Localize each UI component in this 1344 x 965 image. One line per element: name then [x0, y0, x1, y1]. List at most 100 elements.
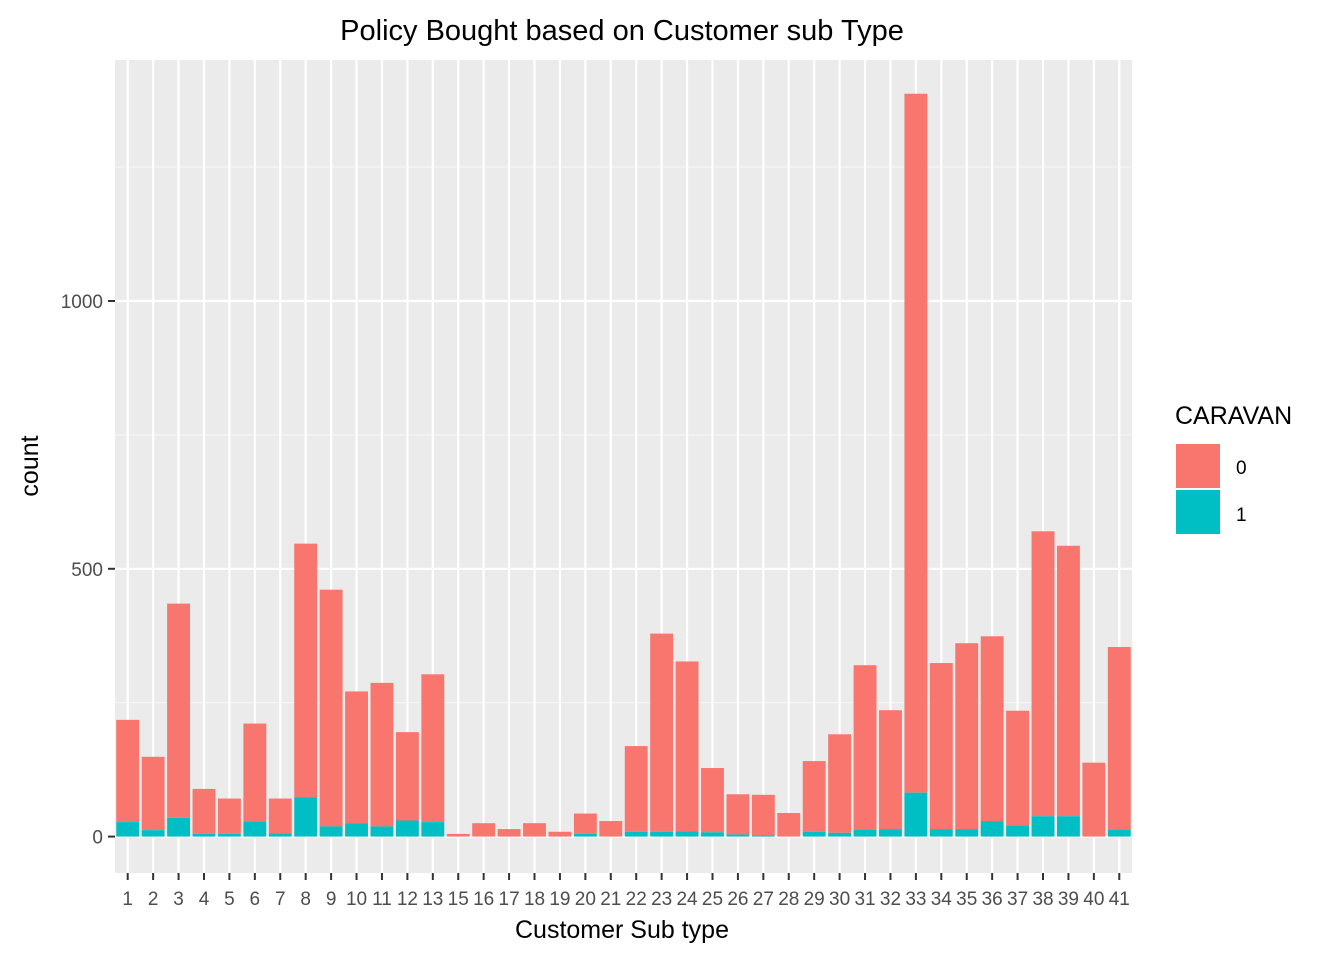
x-tick-label: 2	[148, 889, 159, 910]
bar-caravan-1	[141, 830, 165, 837]
x-tick-label: 15	[448, 889, 469, 910]
x-tick-label: 33	[905, 889, 926, 910]
bar-caravan-0	[472, 823, 496, 837]
bar-caravan-1	[802, 831, 826, 837]
bar-caravan-0	[370, 682, 394, 827]
bar-caravan-0	[192, 788, 216, 834]
x-tick-label: 8	[300, 889, 311, 910]
x-tick-label: 27	[753, 889, 774, 910]
x-tick-label: 6	[250, 889, 261, 910]
y-axis: 0 500 1000	[61, 292, 115, 849]
bar-caravan-0	[879, 710, 902, 830]
bar-caravan-1	[421, 822, 445, 837]
bar-caravan-0	[116, 719, 140, 823]
y-tick-label: 500	[71, 560, 103, 581]
bar-caravan-0	[1056, 545, 1080, 817]
x-tick-label: 5	[224, 889, 235, 910]
bar-caravan-0	[1082, 762, 1106, 837]
legend-label-0: 0	[1236, 458, 1247, 479]
bar-caravan-1	[726, 834, 750, 837]
bar-caravan-0	[217, 798, 241, 834]
bar-caravan-1	[1006, 825, 1030, 837]
x-tick-label: 39	[1058, 889, 1079, 910]
bar-caravan-0	[955, 643, 979, 830]
x-tick-label: 7	[275, 889, 286, 910]
bar-caravan-0	[268, 798, 292, 834]
bar-caravan-0	[650, 633, 674, 832]
legend-title: CARAVAN	[1175, 402, 1292, 430]
x-axis-title: Customer Sub type	[515, 916, 729, 944]
legend: CARAVAN 0 1	[1175, 402, 1292, 534]
bar-caravan-1	[370, 826, 394, 837]
bar-caravan-0	[446, 833, 470, 837]
bar-caravan-1	[1031, 816, 1055, 837]
legend-label-1: 1	[1236, 505, 1247, 526]
bar-caravan-0	[726, 794, 750, 835]
bar-caravan-1	[573, 833, 597, 837]
bar-caravan-1	[217, 833, 241, 837]
x-tick-label: 36	[982, 889, 1003, 910]
bar-caravan-0	[1006, 710, 1030, 826]
x-tick-label: 29	[804, 889, 825, 910]
bar-caravan-0	[395, 732, 419, 821]
bar-caravan-1	[1056, 816, 1080, 837]
bar-caravan-1	[980, 821, 1004, 837]
bar-caravan-0	[828, 734, 852, 833]
x-tick-label: 24	[676, 889, 698, 910]
bar-caravan-0	[929, 663, 953, 830]
x-tick-label: 17	[499, 889, 520, 910]
bar-caravan-0	[294, 543, 318, 798]
bar-caravan-1	[395, 820, 419, 837]
x-tick-label: 12	[397, 889, 418, 910]
bar-caravan-1	[904, 792, 928, 837]
bar-caravan-0	[802, 761, 826, 832]
x-tick-label: 41	[1109, 889, 1130, 910]
bar-caravan-0	[141, 756, 165, 831]
bars	[116, 93, 1131, 837]
bar-caravan-1	[650, 831, 674, 837]
x-tick-label: 23	[651, 889, 672, 910]
bar-caravan-0	[548, 831, 572, 837]
bar-caravan-0	[573, 813, 597, 834]
bar-caravan-0	[1031, 531, 1055, 817]
x-tick-label: 40	[1083, 889, 1104, 910]
bar-caravan-0	[701, 768, 724, 833]
bar-caravan-1	[751, 835, 775, 837]
x-tick-label: 20	[575, 889, 596, 910]
plot-panel	[115, 60, 1132, 873]
x-tick-label: 30	[829, 889, 850, 910]
x-tick-label: 37	[1007, 889, 1028, 910]
bar-caravan-1	[116, 822, 140, 837]
x-tick-label: 22	[626, 889, 647, 910]
bar-caravan-1	[624, 831, 648, 837]
x-tick-label: 38	[1032, 889, 1053, 910]
bar-caravan-1	[879, 829, 902, 837]
x-axis: 1 2 3 4 5 6 7 8 9 10 11 12 13 15 16 17 18 19 20 21 22 23 24 25 2…	[122, 873, 1130, 910]
bar-caravan-1	[1107, 829, 1131, 837]
x-tick-label: 19	[549, 889, 570, 910]
x-tick-label: 32	[880, 889, 901, 910]
bar-caravan-0	[319, 589, 343, 827]
bar-caravan-1	[243, 821, 267, 837]
bar-caravan-1	[828, 832, 852, 837]
x-tick-label: 34	[931, 889, 953, 910]
x-tick-label: 35	[956, 889, 977, 910]
bar-caravan-1	[345, 823, 368, 837]
legend-key-0	[1176, 444, 1220, 488]
x-tick-label: 31	[854, 889, 875, 910]
bar-caravan-0	[675, 661, 699, 832]
bar-caravan-1	[167, 817, 191, 837]
bar-caravan-1	[192, 833, 216, 837]
bar-caravan-1	[955, 829, 979, 837]
y-axis-title: count	[16, 435, 44, 496]
bar-caravan-0	[777, 813, 801, 837]
x-tick-label: 28	[778, 889, 799, 910]
bar-caravan-0	[751, 794, 775, 836]
x-tick-label: 3	[173, 889, 184, 910]
bar-caravan-0	[345, 691, 368, 824]
x-tick-label: 26	[727, 889, 748, 910]
y-tick-label: 1000	[61, 292, 103, 313]
x-tick-label: 25	[702, 889, 723, 910]
x-tick-label: 11	[372, 889, 392, 910]
